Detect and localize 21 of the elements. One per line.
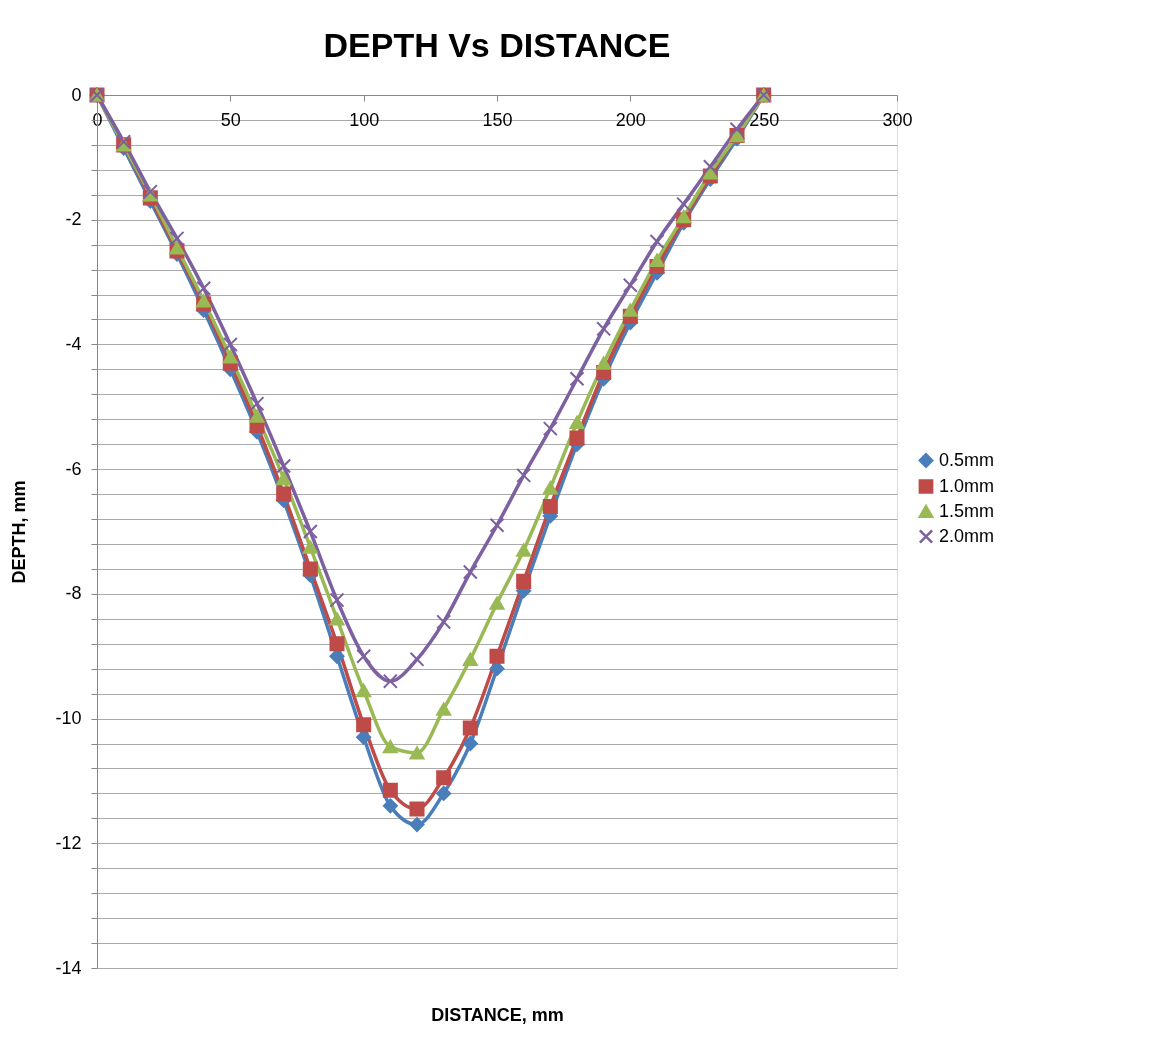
y-tick-label: -10: [55, 708, 82, 729]
legend-label: 1.5mm: [939, 500, 995, 521]
x-tick-label: 200: [615, 109, 646, 130]
legend-label: 1.0mm: [939, 475, 995, 496]
x-axis-title: DISTANCE, mm: [431, 1004, 564, 1025]
y-axis-title: DEPTH, mm: [9, 480, 30, 584]
legend-label: 0.5mm: [939, 449, 995, 470]
chart-title: DEPTH Vs DISTANCE: [323, 26, 671, 65]
legend-label: 2.0mm: [939, 525, 995, 546]
y-tick-label: 0: [71, 84, 82, 105]
x-tick-label: 100: [349, 109, 380, 130]
y-tick-label: -8: [65, 583, 82, 604]
x-tick-label: 300: [882, 109, 913, 130]
x-tick-label: 250: [749, 109, 780, 130]
y-tick-label: -4: [65, 333, 82, 354]
y-tick-label: -12: [55, 832, 82, 853]
y-tick-label: -6: [65, 458, 82, 479]
y-tick-label: -2: [65, 209, 82, 230]
y-tick-label: -14: [55, 957, 82, 978]
x-tick-label: 150: [482, 109, 513, 130]
x-tick-label: 50: [220, 109, 241, 130]
